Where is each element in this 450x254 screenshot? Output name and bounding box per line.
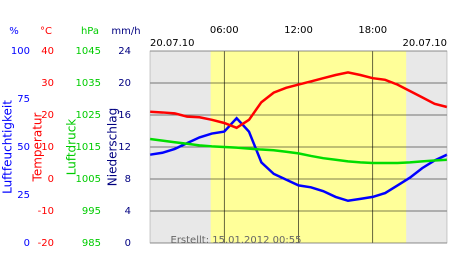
y-tick-label: 30 bbox=[41, 78, 54, 89]
y-tick-label: 24 bbox=[118, 46, 131, 57]
axis-unit: % bbox=[9, 26, 19, 37]
axis-title: Luftdruck bbox=[65, 119, 79, 176]
footer: Erstellt: 15.01.2012 00:55 bbox=[171, 235, 302, 246]
x-tick-label: 06:00 bbox=[210, 25, 239, 36]
y-tick-label: 1005 bbox=[76, 174, 101, 185]
y-tick-label: 1025 bbox=[76, 110, 101, 121]
y-tick-label: 8 bbox=[125, 174, 131, 185]
y-tick-label: 0 bbox=[48, 174, 54, 185]
plot-frame bbox=[149, 50, 448, 244]
y-tick-label: 0 bbox=[125, 238, 131, 249]
axis-title: Temperatur bbox=[31, 112, 45, 182]
y-tick-label: -20 bbox=[38, 238, 54, 249]
series-line bbox=[149, 71, 448, 130]
date-right: 20.07.10 bbox=[402, 38, 447, 49]
y-tick-label: 75 bbox=[17, 94, 30, 105]
y-tick-label: 16 bbox=[118, 110, 131, 121]
x-tick-label: 12:00 bbox=[284, 25, 313, 36]
y-tick-label: 995 bbox=[82, 206, 101, 217]
y-tick-label: 4 bbox=[125, 206, 131, 217]
date-left: 20.07.10 bbox=[150, 38, 195, 49]
y-tick-label: 1035 bbox=[76, 78, 101, 89]
y-tick-label: 100 bbox=[11, 46, 30, 57]
axis-unit: mm/h bbox=[111, 26, 140, 37]
x-tick-label: 18:00 bbox=[358, 25, 387, 36]
y-tick-label: 1045 bbox=[76, 46, 101, 57]
y-tick-label: 50 bbox=[17, 142, 30, 153]
y-tick-label: -10 bbox=[38, 206, 54, 217]
y-tick-label: 12 bbox=[118, 142, 131, 153]
y-tick-label: 20 bbox=[118, 78, 131, 89]
y-tick-label: 40 bbox=[41, 46, 54, 57]
axis-title: Niederschlag bbox=[106, 108, 120, 186]
y-tick-label: 25 bbox=[17, 190, 30, 201]
y-tick-label: 20 bbox=[41, 110, 54, 121]
axis-unit: °C bbox=[40, 26, 52, 37]
y-tick-label: 0 bbox=[24, 238, 30, 249]
y-tick-label: 1015 bbox=[76, 142, 101, 153]
series-line bbox=[149, 116, 448, 203]
axis-unit: hPa bbox=[81, 26, 99, 37]
y-tick-label: 985 bbox=[82, 238, 101, 249]
series-line bbox=[149, 137, 448, 165]
y-tick-label: 10 bbox=[41, 142, 54, 153]
axis-title: Luftfeuchtigkeit bbox=[1, 100, 15, 194]
